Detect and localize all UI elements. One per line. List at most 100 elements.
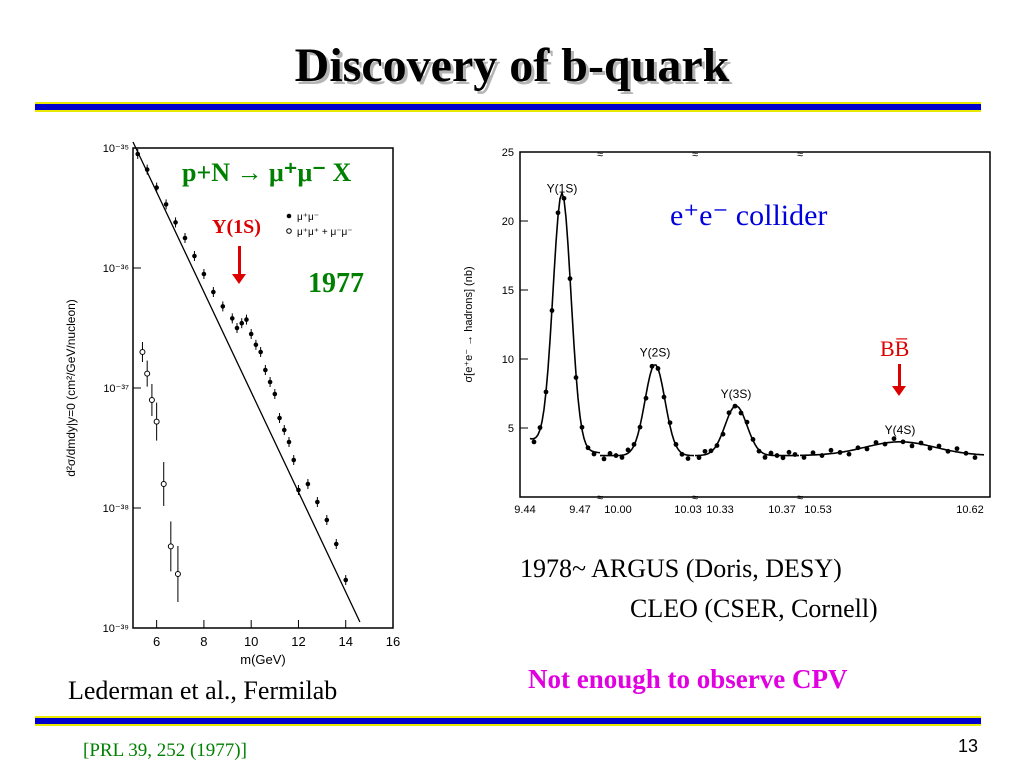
data-point [667,420,673,426]
data-point-same-sign [148,397,155,403]
upsilon-1s-label: Υ(1S) [212,216,261,238]
data-point-mumu [234,325,240,331]
data-point [613,453,619,458]
peak-label: Υ(2S) [640,346,671,360]
x-tick-label: 10.37 [768,504,796,516]
right-caption-line2: CLEO (CSER, Cornell) [630,594,878,623]
data-point [555,210,561,216]
y-tick-label: 15 [502,285,514,297]
data-point-same-sign [139,349,146,355]
data-point [619,455,625,460]
data-point [744,419,750,425]
data-point [625,447,631,453]
data-point [561,195,567,201]
right-caption-line1: 1978~ ARGUS (Doris, DESY) [520,554,842,583]
data-point [810,450,816,456]
data-point-mumu [324,517,330,523]
data-point [837,450,843,455]
resonance-curve [799,441,985,457]
data-point-same-sign [160,481,167,487]
plot-frame [519,151,991,498]
year-label: 1977 [308,268,364,299]
bb-label: BB̅ [880,336,910,361]
data-point [768,450,774,456]
x-tick-label: 12 [291,634,305,649]
data-point [573,375,579,380]
x-tick-label: 10.53 [804,504,832,516]
data-point [819,453,825,458]
y-tick-label: 25 [502,147,514,159]
data-point [591,451,597,457]
axis-break-icon: ≈ [692,492,698,504]
data-point-mumu [144,167,150,172]
y-tick-label: 10⁻³⁷ [103,383,129,395]
x-tick-label: 10.62 [956,504,984,516]
data-point-same-sign [167,543,174,550]
data-point-mumu [267,379,273,385]
legend-marker-same-sign [286,228,292,234]
x-tick-label: 9.47 [569,504,590,516]
left-figure: 6 8 10 12 14 16 10⁻³⁵ 10⁻³⁶ 10⁻³⁷ 10⁻³⁸ 10⁻³⁹ m(GeV… [53,138,413,670]
page-title: Discovery of b-quark [294,39,730,92]
x-tick-label: 9.44 [514,504,535,516]
upsilon-resonance-plot: 5 10 15 20 25 σ[e⁺e⁻ → hadrons] (nb) 9.44 9.47 1… [463,147,991,516]
x-tick-label: 10.33 [706,504,734,516]
data-point [661,394,667,400]
upsilon-arrow-shaft [238,246,241,276]
data-point-mumu [277,415,282,421]
x-tick-label: 10.00 [604,504,632,516]
legend-label-same-sign: μ⁺μ⁺ + μ⁻μ⁻ [297,227,353,238]
data-point [828,447,834,453]
collider-label: e⁺e⁻ collider [670,199,828,232]
data-point-mumu [333,541,339,547]
peak-label: Υ(4S) [885,423,916,437]
bb-arrow-icon [892,386,906,396]
axis-break-icon: ≈ [797,149,803,161]
data-point [643,395,649,401]
data-point [762,454,768,460]
bb-arrow-shaft [898,364,901,388]
data-point [936,443,942,449]
data-point [585,445,591,451]
y-axis-label: d²σ/dmdy|y=0 (cm²/GeV/nucleon) [64,299,78,477]
data-point [696,455,702,461]
footer-divider [35,716,981,726]
data-point-mumu [201,271,207,277]
data-point [607,450,613,456]
data-point [531,439,537,445]
data-point [873,440,879,445]
x-tick-label: 10.03 [674,504,702,516]
data-point-mumu [173,220,178,225]
data-point-mumu [163,202,169,207]
data-point [732,403,738,409]
data-point [900,439,906,445]
x-tick-label: 16 [386,634,400,649]
data-point [972,455,978,460]
data-point-mumu [281,427,287,433]
data-point [756,448,762,454]
data-point [738,410,744,416]
resonance-curve [529,190,601,454]
y-tick-label: 10⁻³⁹ [103,623,129,635]
data-point [891,436,897,442]
y-tick-label: 10⁻³⁵ [103,143,129,155]
data-point [954,446,960,452]
page-number: 13 [958,736,979,756]
cpv-note: Not enough to observe CPV [528,664,848,694]
data-point [702,448,708,454]
data-point [708,448,714,454]
data-point-mumu [192,253,197,259]
data-point [945,448,951,454]
y-tick-label: 10 [502,354,514,366]
peak-label: Υ(1S) [547,181,578,195]
data-point-same-sign [144,370,151,377]
data-point [864,446,870,452]
data-point [780,455,786,461]
x-tick-label: 14 [338,634,352,649]
left-caption: Lederman et al., Fermilab [68,676,338,705]
data-point [655,366,661,371]
data-point-mumu [305,481,311,487]
data-point-mumu [263,367,268,373]
data-point-mumu [248,331,254,337]
axis-break-icon: ≈ [692,149,698,161]
